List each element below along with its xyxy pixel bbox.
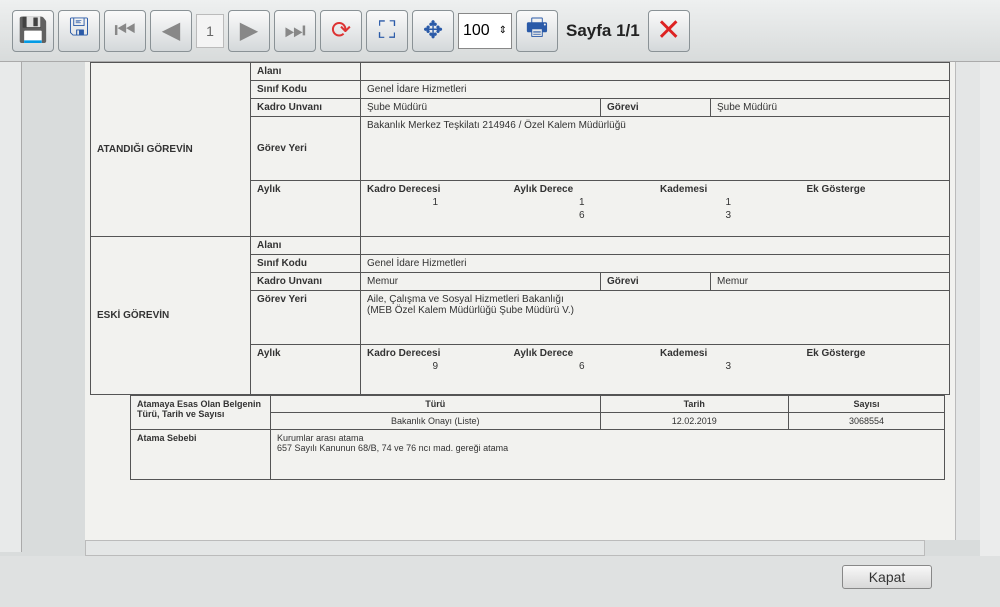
label: Aylık (250, 180, 361, 237)
value: 1 (578, 197, 585, 208)
label: Atama Sebebi (130, 429, 271, 480)
zoom-stepper[interactable]: 100 ⇕ (458, 12, 512, 49)
close-button[interactable]: Kapat (842, 565, 932, 589)
label: Aylık (250, 344, 361, 395)
zoom-value: 100 (463, 21, 490, 39)
header: Kademesi (660, 184, 708, 195)
save-as-icon[interactable]: 🖫 (58, 9, 100, 52)
value: Genel İdare Hizmetleri (360, 80, 950, 99)
value: Kurumlar arası atama (277, 433, 364, 443)
value: 3 (725, 210, 732, 221)
previous-page-icon[interactable]: ◀ (150, 9, 192, 52)
header: Kademesi (660, 348, 708, 359)
first-page-icon[interactable]: ⏮ (104, 9, 146, 52)
save-icon[interactable]: 💾 (12, 9, 54, 52)
print-icon[interactable]: 🖶 (516, 9, 558, 52)
value: Memur (360, 272, 601, 291)
value: 3068554 (787, 412, 946, 430)
value: 1 (725, 197, 732, 208)
value: Şube Müdürü (360, 98, 601, 117)
section-eski: ESKİ GÖREVİN (90, 236, 251, 395)
background-window (980, 62, 1000, 556)
value: 9 (432, 361, 439, 372)
header: Türü (270, 395, 601, 413)
header: Tarih (599, 395, 789, 413)
header: Kadro Derecesi (367, 348, 441, 359)
next-page-icon[interactable]: ▶ (228, 9, 270, 52)
horizontal-scrollbar[interactable] (85, 540, 925, 556)
last-page-icon[interactable]: ⏭ (274, 9, 316, 52)
label: Atamaya Esas Olan Belgenin Türü, Tarih v… (130, 395, 271, 430)
header: Ek Gösterge (806, 348, 866, 359)
page-input[interactable]: 1 (196, 13, 224, 48)
page-count: Sayfa 1/1 (566, 20, 640, 40)
value: Aile, Çalışma ve Sosyal Hizmetleri Bakan… (367, 294, 564, 305)
label: Kadro Unvanı (250, 272, 361, 291)
value (807, 197, 944, 208)
label: Kadro Unvanı (250, 98, 361, 117)
fit-page-icon[interactable]: ⛶ (366, 9, 408, 52)
value (360, 62, 950, 81)
close-icon[interactable]: ✕ (647, 9, 690, 52)
report-view: ATANDIĞI GÖREVİN Alanı Sınıf Kodu Genel İ… (85, 62, 955, 540)
header: Aylık Derece (513, 348, 574, 359)
value: Şube Müdürü (710, 98, 950, 117)
refresh-icon[interactable]: ⟳ (320, 9, 362, 52)
zoom-icon[interactable]: ✥ (412, 9, 454, 52)
spinner-icon[interactable]: ⇕ (498, 25, 507, 36)
header: Sayısı (787, 395, 946, 413)
value (807, 361, 944, 372)
value: Bakanlık Merkez Teşkilatı 214946 / Özel … (360, 116, 950, 181)
label: Sınıf Kodu (250, 254, 361, 273)
value: 12.02.2019 (599, 412, 789, 430)
vertical-scrollbar[interactable] (955, 62, 980, 540)
label: Alanı (250, 62, 361, 81)
value: 657 Sayılı Kanunun 68/B, 74 ve 76 ncı ma… (277, 443, 509, 453)
header: Ek Gösterge (806, 184, 866, 195)
label: Görev Yeri (250, 290, 361, 345)
value: Bakanlık Onayı (Liste) (270, 412, 601, 430)
toolbar: 💾 🖫 ⏮ ◀ 1 ▶ ⏭ ⟳ ⛶ ✥ 100 ⇕ 🖶 Sayfa 1/1 ✕ (0, 0, 1000, 62)
label: Görevi (600, 98, 711, 117)
value (360, 236, 950, 255)
left-pane (0, 62, 22, 552)
label: Sınıf Kodu (250, 80, 361, 99)
label: Görev Yeri (250, 116, 361, 181)
value: (MEB Özel Kalem Müdürlüğü Şube Müdürü V.… (367, 305, 574, 316)
value: 1 (432, 197, 439, 208)
value: Genel İdare Hizmetleri (360, 254, 950, 273)
footer (0, 556, 1000, 607)
header: Aylık Derece (513, 184, 574, 195)
value: Memur (710, 272, 950, 291)
value: 6 (578, 210, 585, 221)
header: Kadro Derecesi (367, 184, 441, 195)
section-atandigi: ATANDIĞI GÖREVİN (90, 62, 251, 237)
label: Görevi (600, 272, 711, 291)
label: Alanı (250, 236, 361, 255)
value: 3 (725, 361, 732, 372)
value: 6 (578, 361, 585, 372)
